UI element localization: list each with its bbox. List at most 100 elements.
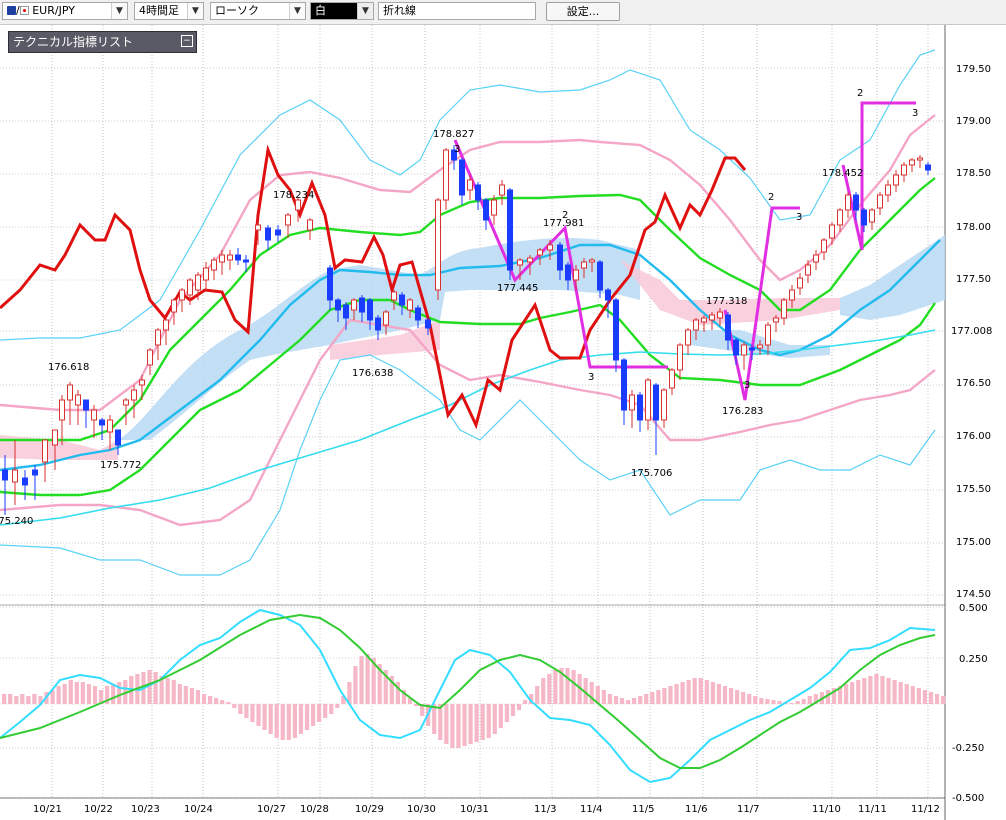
histogram-bar xyxy=(498,704,503,728)
candle-body xyxy=(163,319,169,331)
histogram-bar xyxy=(529,694,534,704)
candle-body xyxy=(327,267,333,301)
candle-body xyxy=(613,299,619,361)
candle-body xyxy=(773,317,779,323)
histogram-bar xyxy=(32,694,37,704)
candle-body xyxy=(507,189,513,271)
histogram-bar xyxy=(226,702,231,704)
histogram-bar xyxy=(880,676,885,704)
candle-body xyxy=(107,419,113,433)
candle-body xyxy=(837,209,843,226)
histogram-bar xyxy=(874,674,879,704)
histogram-bar xyxy=(38,696,43,704)
candle-body xyxy=(853,194,859,211)
annotation-178-234: 178.234 xyxy=(273,190,314,201)
histogram-bar xyxy=(335,704,340,708)
histogram-bar xyxy=(286,704,291,740)
bollinger-upper-line xyxy=(0,49,936,341)
candle-body xyxy=(645,379,651,421)
candle-body xyxy=(597,261,603,291)
histogram-bar xyxy=(722,686,728,704)
price-tick: 178.00 xyxy=(956,222,991,233)
minimize-icon[interactable]: − xyxy=(181,35,193,47)
candle-body xyxy=(335,299,341,311)
date-tick: 10/29 xyxy=(355,804,384,815)
symbol-value: EUR/JPY xyxy=(32,4,75,17)
histogram-bar xyxy=(516,704,522,710)
zigzag-label: 3 xyxy=(912,108,918,119)
candle-body xyxy=(869,209,875,223)
candle-body xyxy=(52,429,58,446)
candle-body xyxy=(367,299,373,321)
candle-body xyxy=(491,199,497,216)
chevron-down-icon[interactable]: ▼ xyxy=(187,3,203,19)
indicator-list-panel[interactable]: テクニカル指標リスト − xyxy=(8,31,197,53)
histogram-bar xyxy=(850,682,855,704)
chevron-down-icon[interactable]: ▼ xyxy=(289,3,305,19)
histogram-bar xyxy=(444,704,449,744)
histogram-bar xyxy=(559,668,564,704)
candle-body xyxy=(845,194,851,211)
candle-body xyxy=(861,209,867,226)
price-tick: 179.50 xyxy=(956,64,991,75)
candle-body xyxy=(307,219,313,231)
histogram-bar xyxy=(377,664,382,704)
histogram-bar xyxy=(347,682,352,704)
histogram-bar xyxy=(541,678,546,704)
histogram-bar xyxy=(583,678,588,704)
histogram-bar xyxy=(716,684,722,704)
date-tick: 10/30 xyxy=(407,804,436,815)
histogram-bar xyxy=(147,670,152,704)
price-tick: 177.50 xyxy=(956,274,991,285)
symbol-select[interactable]: / EUR/JPY ▼ xyxy=(2,2,128,20)
histogram-bar xyxy=(438,704,443,740)
candle-body xyxy=(589,259,595,263)
histogram-bar xyxy=(795,701,800,704)
histogram-bar xyxy=(371,658,376,704)
histogram-bar xyxy=(62,684,67,704)
price-tick: 175.50 xyxy=(956,484,991,495)
chevron-down-icon[interactable]: ▼ xyxy=(111,3,127,19)
toolbar: / EUR/JPY ▼ 4時間足 ▼ ローソク ▼ 白 ▼ 折れ線 設定... xyxy=(0,0,1006,25)
chevron-down-icon[interactable]: ▼ xyxy=(357,3,373,19)
histogram-bar xyxy=(856,680,861,704)
histogram-bar xyxy=(825,690,831,704)
overlay-select[interactable]: 折れ線 xyxy=(378,2,536,20)
candle-body xyxy=(629,394,635,411)
candle-body xyxy=(805,264,811,276)
histogram-bar xyxy=(165,678,170,704)
candle-body xyxy=(147,349,153,366)
annotation-176-283: 176.283 xyxy=(722,406,763,417)
candle-body xyxy=(581,261,587,269)
current-price-label: 177.008 xyxy=(951,326,992,337)
chart-style-select[interactable]: ローソク ▼ xyxy=(210,2,306,20)
candle-body xyxy=(123,399,129,406)
candle-body xyxy=(351,299,357,311)
annotation-176-638: 176.638 xyxy=(352,368,393,379)
histogram-bar xyxy=(650,692,655,704)
histogram-bar xyxy=(831,688,837,704)
histogram-bar xyxy=(317,704,322,722)
date-tick: 11/11 xyxy=(858,804,887,815)
candle-body xyxy=(475,184,481,201)
candle-body xyxy=(925,164,931,171)
histogram-bar xyxy=(304,704,310,730)
histogram-bar xyxy=(759,698,764,704)
color-scheme-select[interactable]: 白 ▼ xyxy=(310,2,374,20)
timeframe-select[interactable]: 4時間足 ▼ xyxy=(134,2,204,20)
zigzag-line xyxy=(841,101,916,251)
histogram-bar xyxy=(747,694,752,704)
histogram-bar xyxy=(8,694,13,704)
histogram-bar xyxy=(486,704,491,738)
timeframe-value: 4時間足 xyxy=(139,4,179,17)
histogram-bar xyxy=(20,694,25,704)
ma-green-line xyxy=(0,298,936,497)
red-line xyxy=(0,144,747,430)
annotation-176-618: 176.618 xyxy=(48,362,89,373)
settings-button[interactable]: 設定... xyxy=(546,2,620,21)
candle-body xyxy=(621,359,627,411)
candle-body xyxy=(171,299,177,313)
histogram-bar xyxy=(692,678,697,704)
candle-body xyxy=(517,259,523,266)
